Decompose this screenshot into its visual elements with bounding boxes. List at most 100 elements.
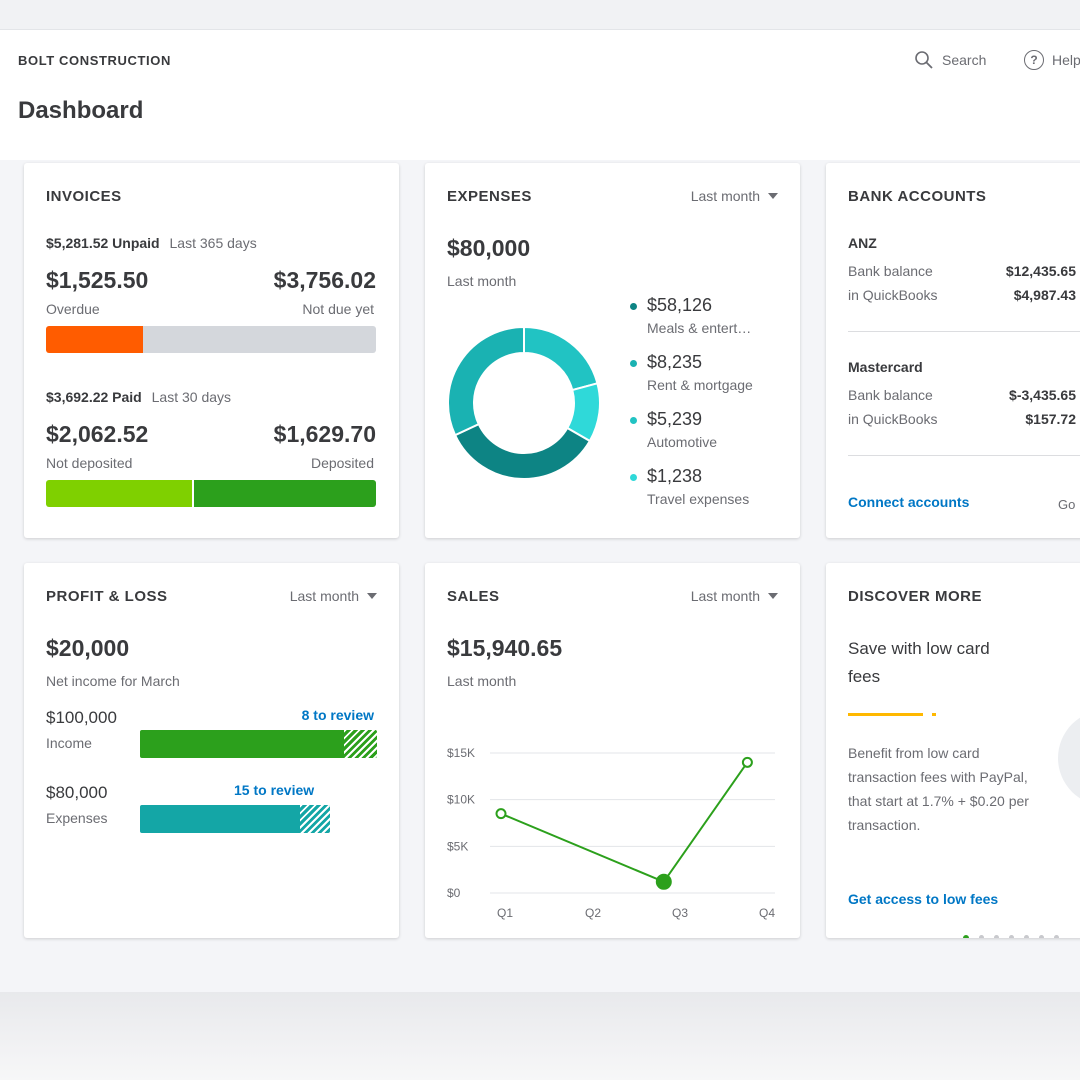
unpaid-period: Last 365 days: [169, 235, 257, 251]
connect-accounts-link[interactable]: Connect accounts: [848, 494, 970, 510]
x-tick-label: Q1: [497, 906, 513, 920]
donut-slice[interactable]: [447, 325, 525, 437]
carousel-dot[interactable]: [963, 935, 969, 938]
expenses-donut-chart[interactable]: [446, 325, 602, 481]
deposited-label: Deposited: [310, 455, 374, 471]
legend-dot: [630, 474, 637, 481]
sales-period-dropdown[interactable]: Last month: [691, 588, 778, 604]
legend-item[interactable]: $5,239 Automotive: [630, 409, 790, 466]
expenses-bar[interactable]: [140, 805, 330, 833]
expenses-bar-fill: [140, 805, 300, 833]
y-tick-label: $10K: [447, 793, 475, 807]
account-name: ANZ: [848, 235, 877, 251]
bank-accounts-title: BANK ACCOUNTS: [848, 188, 987, 205]
carousel-dot[interactable]: [1024, 935, 1029, 938]
app-window: BOLT CONSTRUCTION Dashboard Search ? Hel…: [0, 30, 1080, 992]
legend-item[interactable]: $1,238 Travel expenses: [630, 466, 790, 523]
profit-loss-card: PROFIT & LOSS Last month $20,000 Net inc…: [24, 563, 399, 938]
carousel-dot[interactable]: [1039, 935, 1044, 938]
carousel-dot[interactable]: [979, 935, 984, 938]
net-income-label: Net income for March: [46, 673, 180, 689]
paid-period: Last 30 days: [151, 389, 232, 405]
legend-amount: $8,235: [647, 352, 703, 372]
legend-item[interactable]: $8,235 Rent & mortgage: [630, 352, 790, 409]
quickbooks-balance-value: $157.72: [1025, 411, 1076, 427]
legend-label: Rent & mortgage: [647, 377, 753, 393]
carousel-dot[interactable]: [1009, 935, 1014, 938]
sales-line-chart[interactable]: $15K $10K $5K $0 Q1 Q2 Q3 Q4: [425, 703, 800, 923]
legend-label: Automotive: [647, 434, 718, 450]
browser-top-strip: [0, 0, 1080, 30]
search-button[interactable]: Search: [914, 50, 986, 70]
legend-dot: [630, 303, 637, 310]
expenses-total: $80,000: [447, 235, 531, 261]
discover-more-title: DISCOVER MORE: [848, 588, 983, 605]
bank-balance-value: $-3,435.65: [1009, 387, 1076, 403]
overdue-bar-segment[interactable]: [46, 326, 143, 353]
get-low-fees-link[interactable]: Get access to low fees: [848, 891, 999, 907]
expenses-card: EXPENSES Last month $80,000 Last month $…: [425, 163, 800, 538]
legend-label: Meals & entert…: [647, 320, 752, 336]
discover-more-card: DISCOVER MORE Save with low card fees Be…: [826, 563, 1080, 938]
invoices-title: INVOICES: [46, 188, 122, 205]
unpaid-bar[interactable]: [46, 326, 376, 353]
legend-amount: $5,239: [647, 409, 703, 429]
income-bar[interactable]: [140, 730, 377, 758]
sales-data-point[interactable]: [655, 873, 672, 890]
accent-line: [848, 713, 923, 716]
y-tick-label: $5K: [447, 839, 468, 853]
deposited-bar-segment[interactable]: [194, 480, 376, 507]
help-icon: ?: [1024, 50, 1044, 70]
bar-separator: [192, 480, 194, 507]
sales-data-point[interactable]: [741, 756, 753, 768]
deposited-amount: $1,629.70: [273, 421, 376, 447]
page-header: BOLT CONSTRUCTION Dashboard Search ? Hel…: [0, 30, 1080, 160]
income-review-link[interactable]: 8 to review: [301, 707, 374, 723]
expenses-title: EXPENSES: [447, 188, 532, 205]
income-bar-review: [343, 730, 377, 758]
sales-data-point[interactable]: [495, 808, 507, 820]
search-label: Search: [942, 52, 987, 68]
legend-dot: [630, 417, 637, 424]
profit-loss-title: PROFIT & LOSS: [46, 588, 168, 605]
sales-card: SALES Last month $15,940.65 Last month $…: [425, 563, 800, 938]
paid-bar[interactable]: [46, 480, 376, 507]
legend-item[interactable]: $58,126 Meals & entert…: [630, 295, 790, 352]
x-tick-label: Q3: [672, 906, 688, 920]
carousel-dot[interactable]: [1054, 935, 1059, 938]
help-label: Help: [1052, 52, 1080, 68]
overdue-amount: $1,525.50: [46, 267, 149, 293]
not-due-bar-segment[interactable]: [143, 326, 376, 353]
expenses-period-dropdown[interactable]: Last month: [691, 188, 778, 204]
y-tick-label: $0: [447, 886, 461, 900]
pnl-expenses-label: Expenses: [46, 810, 108, 826]
chevron-down-icon: [768, 193, 778, 199]
income-amount: $100,000: [46, 708, 117, 727]
donut-slice[interactable]: [453, 422, 592, 480]
expenses-bar-review: [299, 805, 330, 833]
sales-total: $15,940.65: [447, 635, 563, 661]
sales-title: SALES: [447, 588, 500, 605]
search-icon: [915, 51, 933, 69]
paid-summary: $3,692.22 Paid Last 30 days: [46, 389, 231, 405]
accent-dot: [932, 713, 936, 716]
discover-headline: Save with low card fees: [848, 639, 990, 686]
income-bar-fill: [140, 730, 344, 758]
legend-dot: [630, 360, 637, 367]
sales-series-line: [500, 761, 749, 884]
pnl-period-dropdown[interactable]: Last month: [290, 588, 377, 604]
chevron-down-icon: [768, 593, 778, 599]
overdue-label: Overdue: [46, 301, 100, 317]
discover-body: Benefit from low card transaction fees w…: [848, 745, 1029, 833]
bank-balance-label: Bank balance: [848, 387, 933, 403]
invoices-card: INVOICES $5,281.52 Unpaid Last 365 days …: [24, 163, 399, 538]
discover-accent: [848, 713, 936, 716]
help-button[interactable]: ? Help: [1024, 50, 1080, 70]
not-deposited-bar-segment[interactable]: [46, 480, 192, 507]
net-income-amount: $20,000: [46, 635, 130, 661]
go-to-registers-link[interactable]: Go: [1058, 497, 1076, 512]
expenses-review-link[interactable]: 15 to review: [234, 782, 315, 798]
chevron-down-icon: [367, 593, 377, 599]
donut-slice[interactable]: [523, 325, 599, 392]
carousel-dot[interactable]: [994, 935, 999, 938]
